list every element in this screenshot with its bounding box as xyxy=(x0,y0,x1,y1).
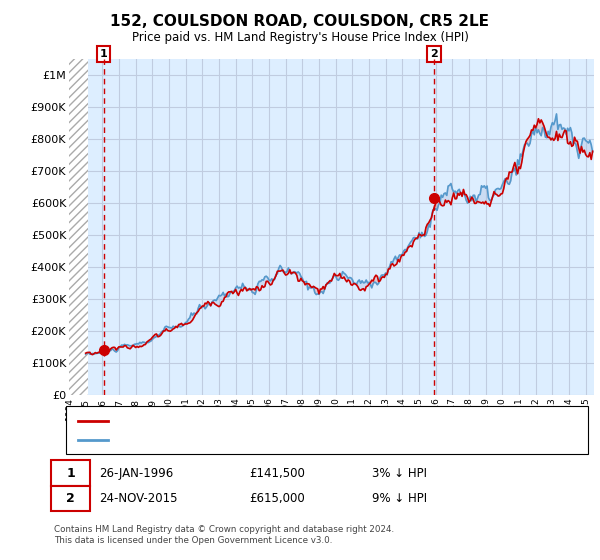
Text: 26-JAN-1996: 26-JAN-1996 xyxy=(99,466,173,480)
Bar xyxy=(69,59,88,395)
Text: £615,000: £615,000 xyxy=(249,492,305,505)
Text: 152, COULSDON ROAD, COULSDON, CR5 2LE (detached house): 152, COULSDON ROAD, COULSDON, CR5 2LE (d… xyxy=(114,416,445,426)
Text: 1: 1 xyxy=(100,49,107,59)
Text: 24-NOV-2015: 24-NOV-2015 xyxy=(99,492,178,505)
Text: 2: 2 xyxy=(430,49,438,59)
Text: 1: 1 xyxy=(66,466,75,480)
Text: 9% ↓ HPI: 9% ↓ HPI xyxy=(372,492,427,505)
Text: £141,500: £141,500 xyxy=(249,466,305,480)
Text: 152, COULSDON ROAD, COULSDON, CR5 2LE: 152, COULSDON ROAD, COULSDON, CR5 2LE xyxy=(110,14,490,29)
Text: 3% ↓ HPI: 3% ↓ HPI xyxy=(372,466,427,480)
Text: 2: 2 xyxy=(66,492,75,505)
Text: HPI: Average price, detached house, Croydon: HPI: Average price, detached house, Croy… xyxy=(114,435,350,445)
Text: Contains HM Land Registry data © Crown copyright and database right 2024.
This d: Contains HM Land Registry data © Crown c… xyxy=(54,525,394,545)
Text: Price paid vs. HM Land Registry's House Price Index (HPI): Price paid vs. HM Land Registry's House … xyxy=(131,31,469,44)
